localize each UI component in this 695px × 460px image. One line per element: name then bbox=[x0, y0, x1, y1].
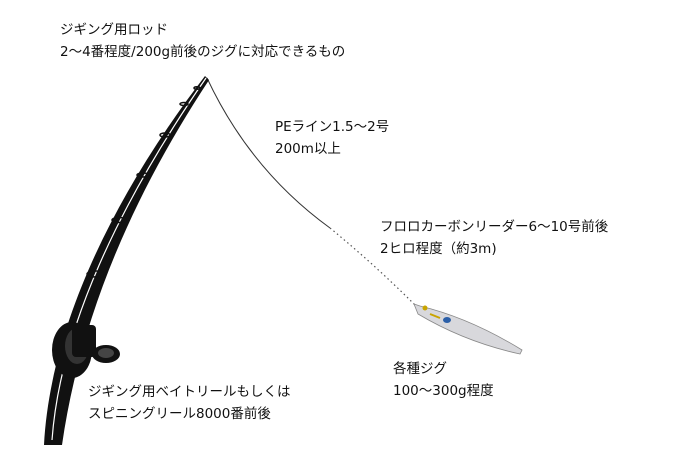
reel-label: スピニングリール8000番前後 bbox=[88, 405, 271, 422]
jig-drawing bbox=[413, 303, 523, 355]
pe-line-label: 200m以上 bbox=[275, 141, 341, 157]
pe-line-label: PEライン1.5～2号 bbox=[275, 119, 389, 135]
leader-drawing bbox=[329, 227, 416, 306]
rod-label: ジギング用ロッド bbox=[60, 22, 168, 38]
rod-guides bbox=[86, 86, 201, 278]
rod-label: 2～4番程度/200g前後のジグに対応できるもの bbox=[60, 43, 345, 60]
rod-drawing bbox=[44, 76, 209, 445]
pe-line-drawing bbox=[206, 77, 331, 229]
reel-label: ジギング用ベイトリールもしくは bbox=[88, 384, 291, 400]
jig-label: 各種ジグ bbox=[393, 361, 447, 377]
leader-label: フロロカーボンリーダー6～10号前後 bbox=[380, 218, 609, 235]
leader-label: 2ヒロ程度（約3m) bbox=[380, 241, 497, 257]
rod-highlight bbox=[51, 77, 207, 441]
jig-label: 100～300g程度 bbox=[393, 383, 494, 399]
labels: ジギング用ロッド 2～4番程度/200g前後のジグに対応できるもの PEライン1.5… bbox=[60, 22, 609, 422]
reel-drawing bbox=[52, 322, 120, 378]
